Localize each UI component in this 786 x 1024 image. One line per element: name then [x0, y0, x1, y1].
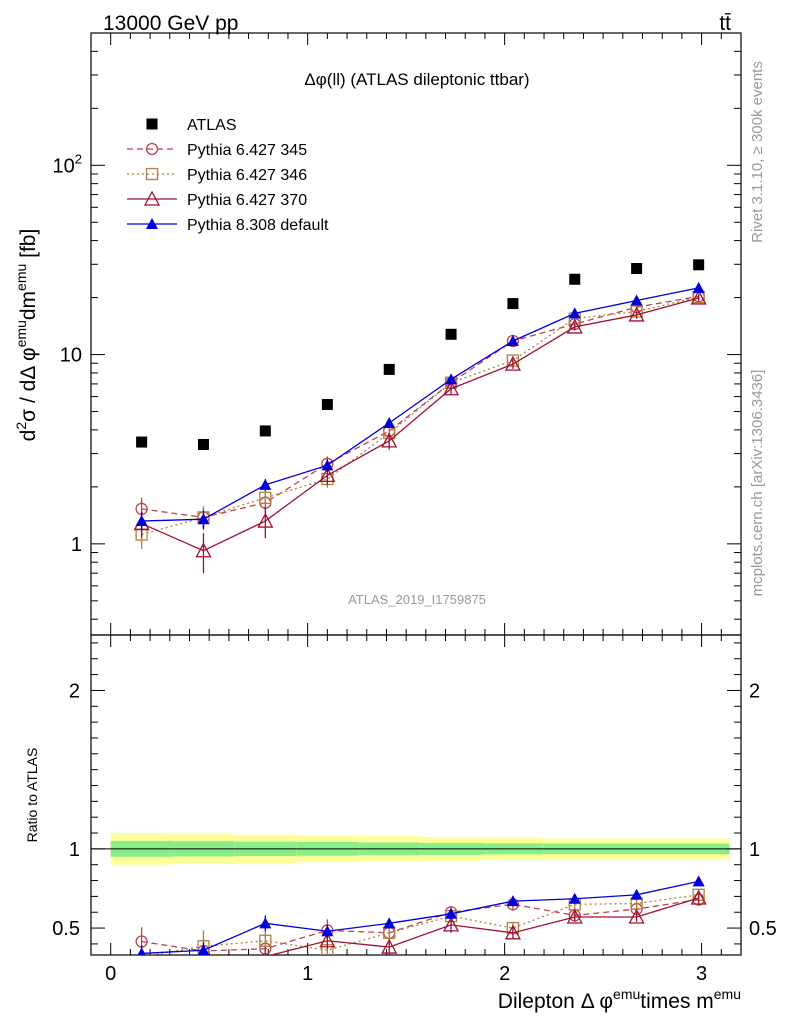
x-axis-label: Dilepton Δ φemutimes memu — [498, 986, 741, 1013]
ratio-y-axis-label: Ratio to ATLAS — [24, 748, 40, 843]
ratio-data-point — [630, 888, 643, 900]
main-data-point — [195, 542, 212, 558]
main-series-line — [141, 296, 699, 536]
main-data-point — [259, 478, 272, 490]
main-data-point — [257, 512, 274, 528]
main-data-point — [445, 328, 457, 340]
ratio-data-point — [568, 892, 581, 904]
main-data-point — [569, 273, 581, 285]
main-data-point — [135, 515, 148, 527]
legend-entry-label: Pythia 6.427 346 — [187, 167, 307, 184]
main-data-point — [566, 318, 583, 334]
main-data-point — [197, 513, 210, 525]
legend-entry-label: Pythia 6.427 370 — [187, 192, 307, 209]
main-series-line — [141, 297, 699, 552]
ratio-data-point — [259, 934, 272, 947]
legend-marker — [145, 142, 159, 156]
ratio-series-line — [141, 898, 699, 952]
ratio-data-point — [504, 924, 521, 940]
main-data-point — [568, 307, 581, 319]
chart-title: Δφ(ll) (ATLAS dileptonic ttbar) — [304, 70, 529, 89]
legend-marker — [146, 118, 158, 130]
svg-text:d2σ / dΔ φemudmemu [fb]: d2σ / dΔ φemudmemu [fb] — [13, 229, 40, 442]
x-tick-label: 0 — [105, 963, 116, 985]
ratio-data-point — [506, 895, 519, 907]
main-data-point — [507, 298, 519, 310]
main-data-point — [631, 262, 643, 274]
ratio-data-point — [321, 925, 334, 937]
ratio-y-tick-label-right: 0.5 — [749, 918, 777, 940]
ratio-y-tick-label-left: 1 — [69, 839, 80, 861]
ratio-series-line — [147, 894, 699, 955]
rivet-side-label: Rivet 3.1.10, ≥ 300k events — [749, 61, 766, 243]
main-data-point — [136, 436, 148, 448]
site-side-label: mcplots.cern.ch [arXiv:1306.3436] — [749, 370, 766, 597]
ratio-data-point — [566, 908, 583, 924]
main-data-point — [319, 467, 336, 483]
main-data-point — [693, 259, 705, 271]
ratio-data-point — [197, 944, 210, 955]
ratio-data-point — [381, 938, 398, 954]
legend-entry-label: ATLAS — [187, 117, 237, 134]
main-data-point — [259, 491, 272, 505]
ratio-series-line — [141, 880, 699, 955]
ratio-y-tick-label-left: 0.5 — [52, 918, 80, 940]
main-data-point — [504, 355, 521, 371]
main-data-point — [506, 334, 519, 346]
x-tick-label: 1 — [302, 963, 313, 985]
main-data-point — [383, 417, 396, 429]
ratio-y-tick-label-left: 2 — [69, 680, 80, 702]
ratio-data-point — [137, 947, 146, 955]
ratio-data-point — [445, 907, 458, 919]
main-y-tick-label: 102 — [53, 151, 82, 177]
main-data-point — [628, 306, 645, 322]
main-data-point — [630, 294, 643, 306]
ratio-data-point — [628, 908, 645, 924]
main-data-point — [197, 438, 209, 450]
main-data-point — [259, 425, 271, 437]
ratio-series-line — [268, 897, 699, 955]
header-left-label: 13000 GeV pp — [103, 12, 238, 35]
ratio-data-point — [383, 917, 396, 929]
ratio-data-point — [259, 917, 272, 929]
main-series-line — [141, 295, 699, 519]
svg-text:Dilepton Δ φemutimes memu: Dilepton Δ φemutimes memu — [498, 986, 741, 1013]
main-data-point — [381, 432, 398, 448]
watermark-label: ATLAS_2019_I1759875 — [348, 592, 486, 607]
legend-marker — [145, 167, 159, 181]
legend-entry-label: Pythia 6.427 345 — [187, 142, 307, 159]
main-data-point — [321, 459, 334, 471]
x-tick-label: 2 — [499, 963, 510, 985]
x-tick-label: 3 — [696, 963, 707, 985]
main-y-tick-label: 10 — [60, 345, 82, 367]
legend-entry-label: Pythia 8.308 default — [187, 217, 329, 234]
main-series-line — [141, 287, 699, 522]
main-y-axis-label: d2σ / dΔ φemudmemu [fb] — [13, 229, 40, 442]
main-y-tick-label: 1 — [71, 534, 82, 556]
ratio-y-tick-label-right: 1 — [749, 839, 760, 861]
legend-marker — [146, 218, 158, 229]
ratio-y-tick-label-right: 2 — [749, 680, 760, 702]
ratio-data-point — [692, 875, 705, 887]
main-data-point — [692, 281, 705, 293]
ratio-data-point — [319, 932, 336, 948]
header-right-label: tt̄ — [719, 12, 731, 35]
main-data-point — [690, 289, 707, 305]
main-data-point — [383, 363, 395, 375]
legend-marker — [143, 190, 161, 206]
main-data-point — [321, 398, 333, 410]
main-data-point — [442, 380, 460, 396]
main-data-point — [445, 373, 458, 385]
ratio-data-point — [442, 916, 460, 932]
ratio-data-point — [690, 889, 707, 905]
ratio-plot-frame — [90, 634, 742, 956]
